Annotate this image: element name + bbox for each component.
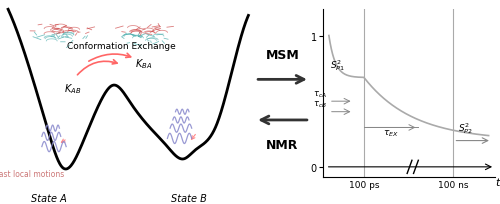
Text: NMR: NMR bbox=[266, 139, 298, 152]
Text: 100 ns: 100 ns bbox=[438, 180, 468, 189]
FancyArrowPatch shape bbox=[192, 135, 196, 140]
Text: $K_{AB}$: $K_{AB}$ bbox=[64, 82, 82, 96]
Text: fast local motions: fast local motions bbox=[0, 170, 64, 178]
Text: $S^2_{P1}$: $S^2_{P1}$ bbox=[330, 58, 345, 73]
Text: $K_{BA}$: $K_{BA}$ bbox=[135, 57, 152, 71]
FancyArrowPatch shape bbox=[78, 60, 117, 75]
Text: $t$: $t$ bbox=[495, 175, 500, 187]
Text: $\tau_{cB}$: $\tau_{cB}$ bbox=[314, 99, 328, 110]
Text: $\tau_{EX}$: $\tau_{EX}$ bbox=[383, 127, 399, 138]
Text: State A: State A bbox=[30, 193, 66, 203]
Text: Conformation Exchange: Conformation Exchange bbox=[67, 42, 176, 51]
Text: $\tau_{cA}$: $\tau_{cA}$ bbox=[314, 89, 328, 99]
Text: $S^2_{P2}$: $S^2_{P2}$ bbox=[458, 121, 473, 136]
Text: 100 ps: 100 ps bbox=[349, 180, 380, 189]
Text: State B: State B bbox=[171, 193, 207, 203]
FancyArrowPatch shape bbox=[89, 54, 130, 62]
Text: MSM: MSM bbox=[266, 49, 300, 62]
FancyArrowPatch shape bbox=[62, 140, 65, 143]
